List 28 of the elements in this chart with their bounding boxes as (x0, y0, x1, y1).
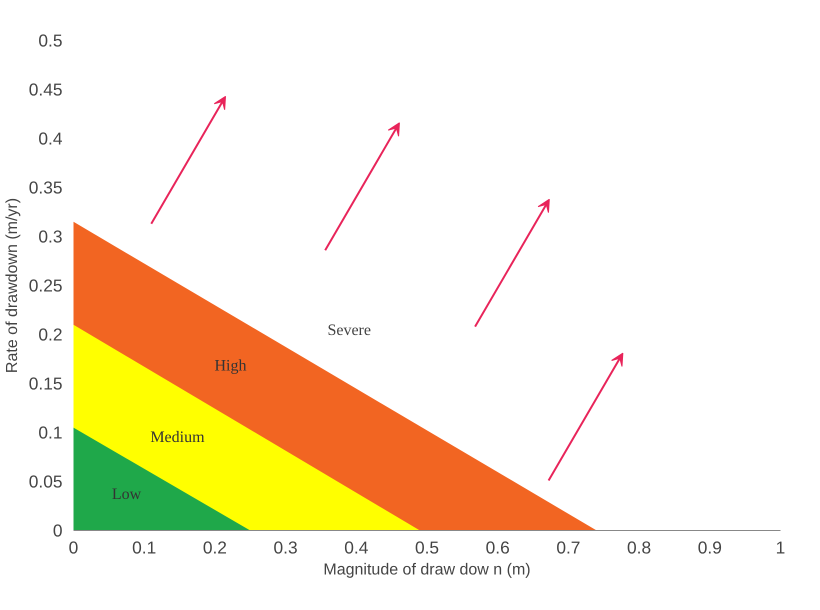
annotation: Severe (327, 322, 371, 340)
x-tick-label: 0.3 (274, 538, 298, 558)
y-tick-label: 0 (52, 520, 63, 540)
x-tick-label: 1 (776, 538, 786, 558)
x-axis-title: Magnitude of draw dow n (m) (323, 562, 531, 578)
y-tick-label: 0.05 (28, 472, 63, 492)
y-tick-label: 0.4 (38, 128, 63, 148)
x-tick-label: 0.5 (414, 538, 440, 558)
x-tick-label: 0.9 (698, 538, 722, 558)
y-tick-label: 0.35 (28, 178, 63, 198)
x-tick-label: 0.6 (486, 538, 510, 558)
y-tick-label: 0.3 (38, 226, 63, 246)
x-tick-label: 0 (68, 538, 78, 558)
series-label: High (214, 358, 246, 375)
x-tick-label: 0.4 (344, 538, 369, 558)
y-tick-label: 0.15 (28, 374, 63, 394)
x-tick-label: 0.1 (132, 538, 156, 558)
y-tick-label: 0.25 (28, 276, 63, 296)
series-label: Medium (150, 428, 206, 446)
x-tick-label: 0.2 (202, 538, 227, 558)
series-label: Low (112, 486, 142, 503)
y-tick-label: 0.5 (38, 30, 63, 50)
y-tick-label: 0.45 (28, 80, 63, 100)
x-tick-label: 0.8 (627, 538, 652, 558)
y-tick-label: 0.2 (38, 324, 63, 344)
y-axis-title: Rate of drawdown (m/yr) (4, 198, 21, 374)
x-tick-label: 0.7 (556, 538, 580, 558)
y-tick-label: 0.1 (38, 422, 63, 442)
